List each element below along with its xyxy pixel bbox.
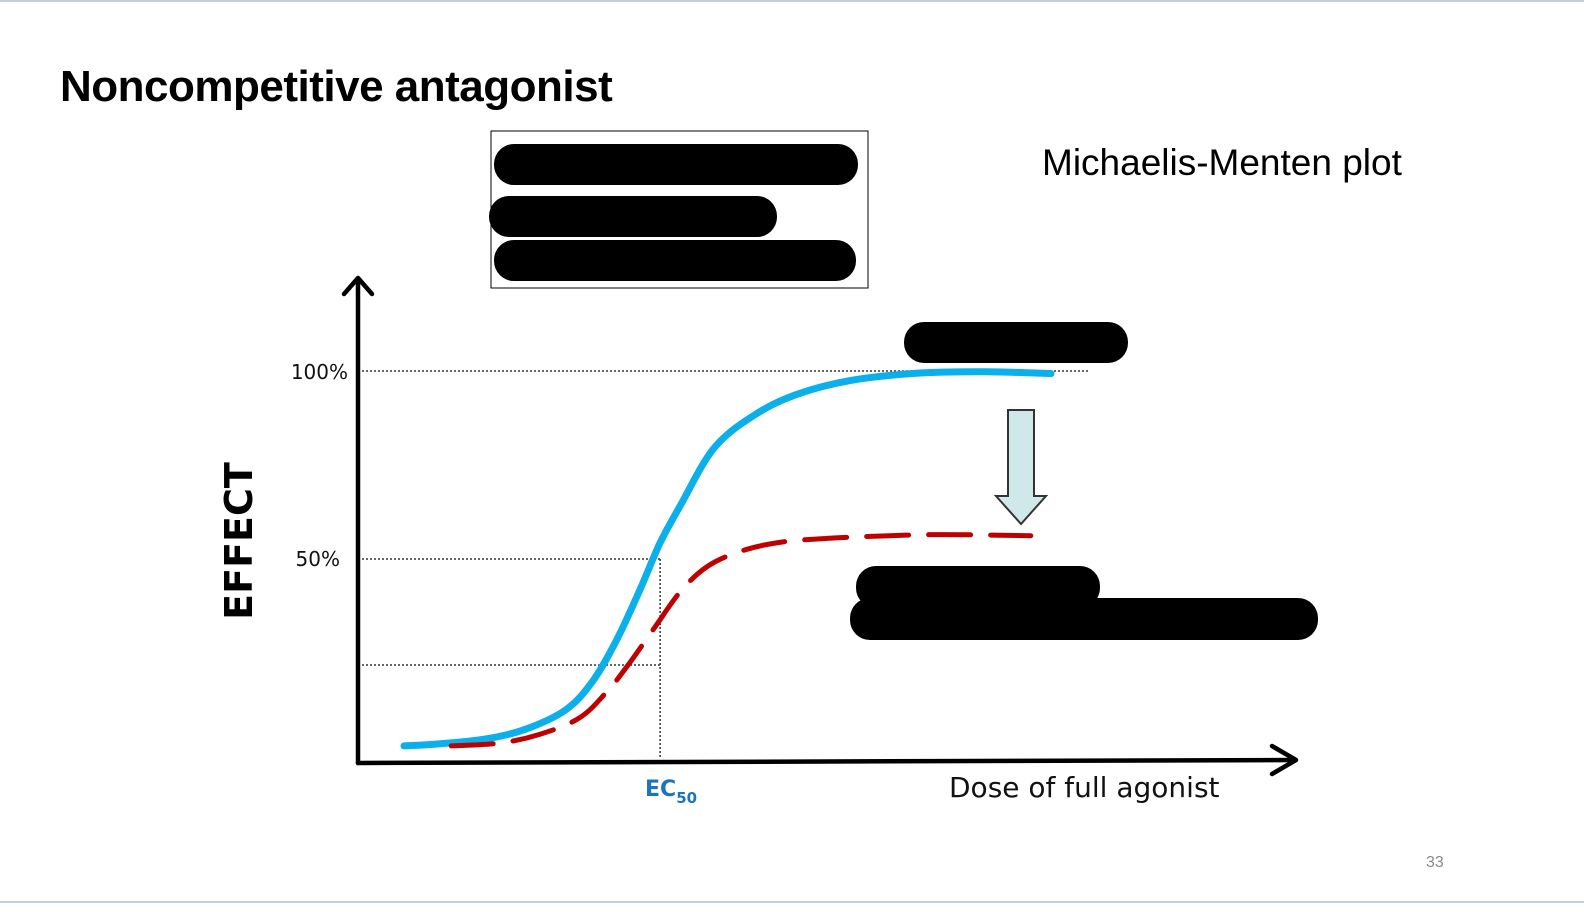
- redaction-bar: [489, 196, 777, 237]
- x-axis-label: Dose of full agonist: [949, 771, 1220, 804]
- redaction-bar: [904, 322, 1128, 363]
- series-layer: [400, 368, 1055, 750]
- redacted-legend-box: [489, 130, 869, 289]
- y-tick-label-50: 50%: [296, 547, 340, 571]
- plot-subtitle: Michaelis-Menten plot: [1042, 142, 1402, 183]
- redaction-bar: [494, 240, 856, 281]
- down-arrow-icon: [993, 409, 1049, 526]
- top-rule: [0, 0, 1584, 2]
- axes: [341, 275, 1299, 777]
- x-axis-arrowhead: [1269, 743, 1299, 777]
- y-axis-label: EFFECT: [217, 462, 261, 620]
- bottom-rule: [0, 901, 1584, 903]
- ec50-label-subscript: 50: [676, 789, 697, 807]
- redaction-bar: [850, 598, 1318, 640]
- series-line-antagonist: [448, 532, 1034, 749]
- ec50-label-text: EC: [645, 777, 676, 802]
- redaction-bar: [856, 566, 1100, 608]
- reference-lines: [362, 370, 1090, 758]
- y-axis-arrowhead: [341, 275, 375, 297]
- series-line-agonist: [400, 368, 1055, 750]
- redaction-bar: [494, 144, 858, 185]
- ec50-label: EC50: [645, 777, 697, 807]
- x-axis: [355, 757, 1297, 766]
- slide-title: Noncompetitive antagonist: [60, 62, 613, 111]
- y-tick-label-100: 100%: [291, 360, 348, 384]
- page-number: 33: [1426, 854, 1444, 871]
